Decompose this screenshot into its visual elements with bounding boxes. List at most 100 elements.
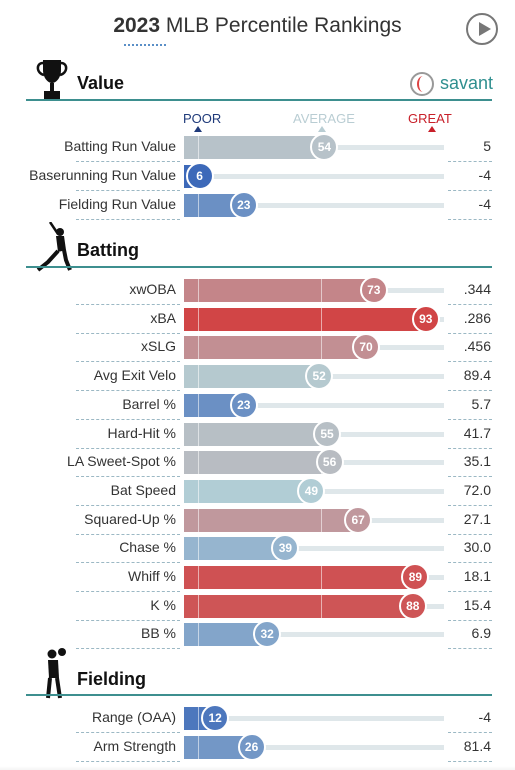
scale-guide-line (198, 308, 199, 331)
row-divider (448, 448, 492, 449)
row-divider (448, 591, 492, 592)
percentile-marker: 52 (305, 362, 334, 390)
percentile-bar (184, 308, 426, 331)
footer-edge (0, 766, 515, 770)
trophy-icon (36, 60, 68, 100)
metric-value: -4 (478, 167, 491, 183)
metric-label: Fielding Run Value (58, 196, 176, 212)
metric-label: LA Sweet-Spot % (67, 453, 176, 469)
scale-guide-line (198, 736, 199, 759)
metric-label: Whiff % (128, 568, 176, 584)
percentile-bar (184, 336, 366, 359)
play-button[interactable] (466, 13, 498, 45)
row-divider (448, 476, 492, 477)
scale-great-marker (428, 126, 436, 132)
percentile-marker: 93 (411, 305, 440, 333)
scale-guide-line (321, 566, 322, 589)
metric-value: 72.0 (463, 482, 491, 498)
fielder-icon (46, 648, 66, 699)
metric-value: -4 (478, 196, 491, 212)
scale-guide-line (198, 537, 199, 560)
metric-label: xwOBA (129, 281, 176, 297)
row-divider (448, 190, 492, 191)
row-divider (448, 304, 492, 305)
percentile-marker: 23 (229, 391, 258, 419)
metric-label: xSLG (140, 338, 176, 354)
metric-value: -4 (478, 709, 491, 725)
metric-value: .456 (463, 338, 491, 354)
row-divider (76, 562, 180, 563)
title-underline (124, 44, 166, 46)
percentile-bar (184, 566, 416, 589)
savant-logo-text: savant (440, 73, 494, 93)
percentile-marker: 89 (401, 563, 430, 591)
metric-label: Batting Run Value (64, 138, 176, 154)
percentile-marker: 56 (315, 448, 344, 476)
scale-great-label: GREAT (408, 111, 452, 126)
metric-value: 35.1 (463, 453, 491, 469)
metric-label: Barrel % (122, 396, 176, 412)
scale-guide-line (198, 365, 199, 388)
row-divider (76, 591, 180, 592)
metric-label: Bat Speed (110, 482, 176, 498)
percentile-bar (184, 537, 286, 560)
row-divider (76, 505, 180, 506)
row-divider (448, 390, 492, 391)
percentile-marker: 54 (310, 133, 339, 161)
title-year: 2023 (113, 14, 161, 37)
metric-value: 27.1 (463, 511, 491, 527)
metric-label: Chase % (119, 539, 176, 555)
scale-average-marker (318, 126, 326, 132)
section-divider (26, 266, 492, 268)
percentile-marker: 32 (253, 620, 282, 648)
scale-guide-line (198, 509, 199, 532)
section-divider (26, 99, 492, 101)
scale-guide-line (198, 279, 199, 302)
scale-guide-line (198, 423, 199, 446)
percentile-bar (184, 623, 268, 646)
scale-poor-label: POOR (183, 111, 222, 126)
percentile-marker: 39 (271, 534, 300, 562)
metric-value: .286 (463, 310, 491, 326)
row-divider (448, 333, 492, 334)
section-divider (26, 694, 492, 696)
percentile-track (184, 403, 444, 408)
scale-guide-line (198, 336, 199, 359)
percentile-marker: 67 (344, 506, 373, 534)
metric-value: 89.4 (463, 367, 491, 383)
percentile-marker: 88 (398, 592, 427, 620)
scale-guide-line (321, 336, 322, 359)
row-divider (448, 562, 492, 563)
percentile-bar (184, 736, 252, 759)
metric-value: 6.9 (471, 625, 491, 641)
percentile-track (184, 632, 444, 637)
metric-label: Baserunning Run Value (29, 167, 176, 183)
row-divider (76, 190, 180, 191)
row-divider (76, 219, 180, 220)
percentile-marker: 73 (359, 276, 388, 304)
percentile-marker: 55 (313, 420, 341, 448)
row-divider (448, 161, 492, 162)
metric-label: xBA (150, 310, 176, 326)
percentile-marker: 12 (201, 704, 230, 732)
row-divider (448, 534, 492, 535)
row-divider (448, 761, 492, 762)
metric-value: 5.7 (471, 396, 491, 412)
percentile-marker: 6 (185, 162, 214, 190)
savant-logo-icon (410, 72, 434, 96)
percentile-bar (184, 509, 359, 532)
scale-guide-line (198, 480, 199, 503)
row-divider (76, 534, 180, 535)
metric-value: 41.7 (463, 425, 491, 441)
row-divider (76, 390, 180, 391)
metric-label: Arm Strength (93, 738, 176, 754)
percentile-track (184, 745, 444, 750)
page-title: 2023 MLB Percentile Rankings (0, 14, 515, 38)
percentile-bar (184, 365, 320, 388)
metric-value: 81.4 (463, 738, 491, 754)
scale-guide-line (321, 509, 322, 532)
section-title-batting: Batting (77, 240, 139, 260)
row-divider (76, 304, 180, 305)
percentile-bar (184, 595, 413, 618)
row-divider (76, 419, 180, 420)
